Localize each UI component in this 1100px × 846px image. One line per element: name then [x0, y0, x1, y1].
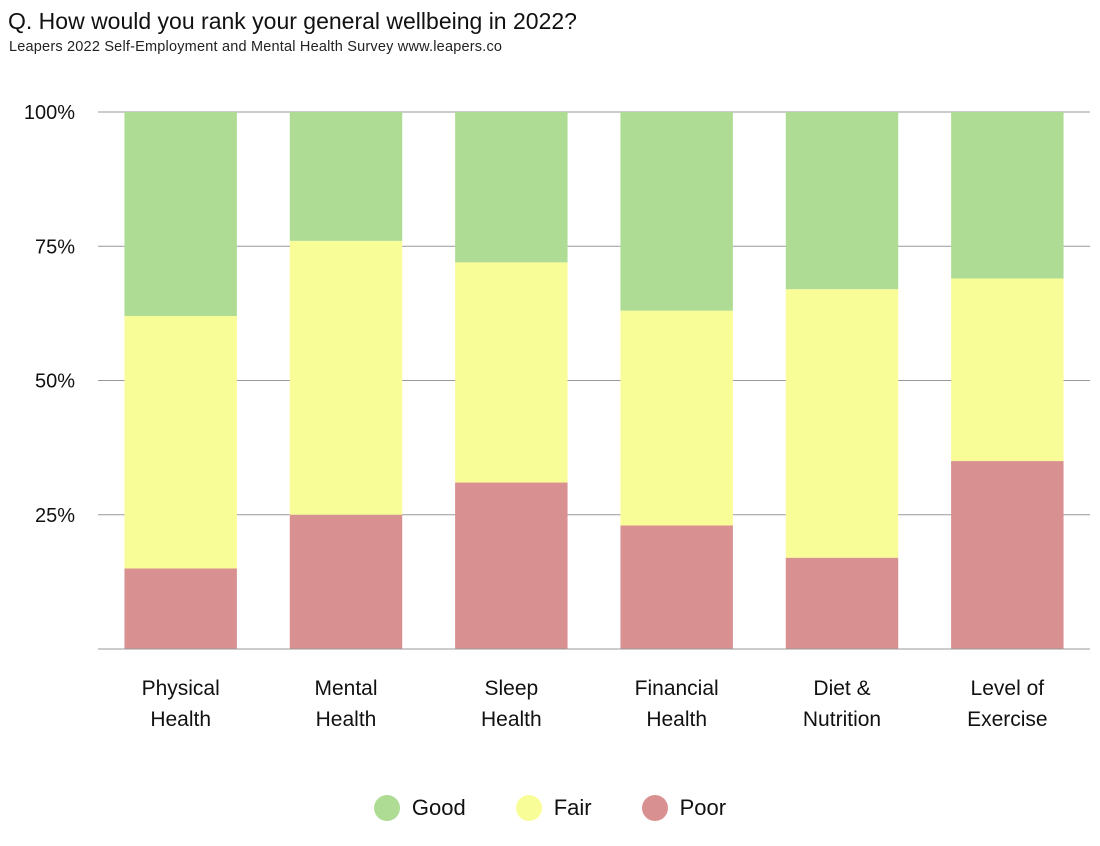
- y-tick-label: 75%: [35, 236, 75, 258]
- bar-segment-fair: [620, 310, 733, 526]
- bar-segment-good: [124, 112, 237, 317]
- legend-label-good: Good: [411, 795, 466, 820]
- legend-label-poor: Poor: [679, 795, 727, 820]
- y-tick-label: 50%: [35, 371, 75, 393]
- legend-swatch-good: [373, 795, 400, 821]
- chart-title: Q. How would you rank your general wellb…: [8, 8, 577, 34]
- bar-segment-poor: [289, 514, 403, 649]
- bar-segment-poor: [124, 568, 237, 649]
- legend-swatch-poor: [641, 795, 668, 821]
- bar-segment-poor: [620, 525, 733, 649]
- bar-segment-fair: [785, 289, 899, 558]
- legend-item-good: Good: [373, 795, 466, 821]
- y-tick-label: 25%: [35, 505, 75, 527]
- bar-segment-fair: [455, 262, 568, 483]
- bar-segment-good: [785, 112, 899, 290]
- bar-segment-fair: [951, 278, 1064, 462]
- bar-segment-poor: [951, 461, 1064, 649]
- bar-segment-fair: [124, 316, 237, 569]
- legend: Good Fair Poor: [0, 795, 1100, 821]
- x-tick-label: Diet & Nutrition: [803, 677, 881, 731]
- bar-segment-fair: [289, 240, 403, 515]
- legend-label-fair: Fair: [553, 795, 592, 820]
- x-tick-label: Sleep Health: [481, 677, 542, 731]
- x-tick-label: Physical Health: [142, 677, 220, 731]
- bar-segment-poor: [785, 557, 899, 649]
- bar-segment-good: [951, 112, 1064, 279]
- x-tick-label: Level of Exercise: [967, 677, 1048, 731]
- legend-item-fair: Fair: [515, 795, 592, 821]
- bar-segment-poor: [455, 482, 568, 649]
- chart-subtitle: Leapers 2022 Self-Employment and Mental …: [9, 39, 503, 55]
- bar-segment-good: [289, 112, 403, 241]
- x-tick-label: Financial Health: [635, 677, 719, 731]
- legend-item-poor: Poor: [641, 795, 727, 821]
- stacked-bar-chart: 25% 50% 75% 100% Physical Health Mental Health S…: [24, 102, 1090, 731]
- bar-segment-good: [455, 112, 568, 263]
- y-tick-label: 100%: [24, 102, 75, 124]
- legend-swatch-fair: [515, 795, 542, 821]
- x-tick-label: Mental Health: [314, 677, 377, 731]
- bar-segment-good: [620, 112, 733, 311]
